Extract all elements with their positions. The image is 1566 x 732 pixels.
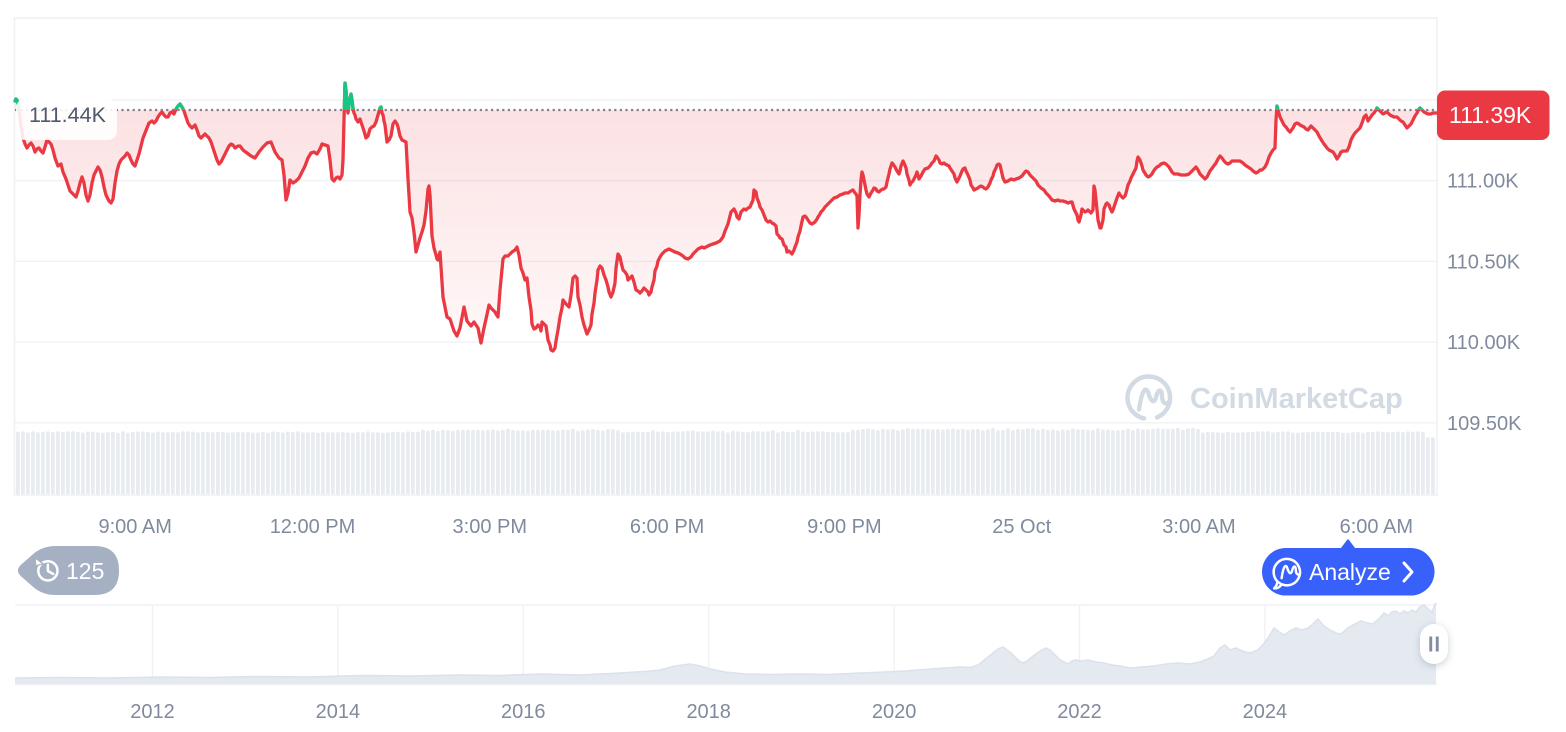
svg-text:2020: 2020 (872, 701, 917, 723)
svg-text:9:00 PM: 9:00 PM (807, 516, 881, 538)
svg-text:3:00 AM: 3:00 AM (1162, 516, 1235, 538)
svg-text:2018: 2018 (686, 701, 731, 723)
svg-text:2016: 2016 (501, 701, 546, 723)
svg-text:2024: 2024 (1243, 701, 1288, 723)
svg-text:Analyze: Analyze (1309, 559, 1391, 585)
svg-text:111.00K: 111.00K (1447, 171, 1519, 193)
svg-text:110.00K: 110.00K (1447, 332, 1521, 354)
svg-text:111.44K: 111.44K (29, 103, 107, 127)
svg-text:3:00 PM: 3:00 PM (453, 516, 527, 538)
svg-text:2012: 2012 (130, 701, 175, 723)
svg-text:2014: 2014 (316, 701, 361, 723)
svg-text:125: 125 (66, 558, 104, 584)
svg-text:109.50K: 109.50K (1447, 413, 1522, 435)
svg-text:6:00 PM: 6:00 PM (630, 516, 704, 538)
svg-text:6:00 AM: 6:00 AM (1340, 516, 1413, 538)
svg-text:25 Oct: 25 Oct (992, 516, 1051, 538)
svg-text:111.39K: 111.39K (1449, 102, 1532, 128)
svg-text:2022: 2022 (1057, 701, 1102, 723)
svg-text:CoinMarketCap: CoinMarketCap (1190, 383, 1403, 415)
svg-text:12:00 PM: 12:00 PM (270, 516, 356, 538)
svg-text:9:00 AM: 9:00 AM (99, 516, 172, 538)
svg-text:110.50K: 110.50K (1447, 251, 1521, 273)
